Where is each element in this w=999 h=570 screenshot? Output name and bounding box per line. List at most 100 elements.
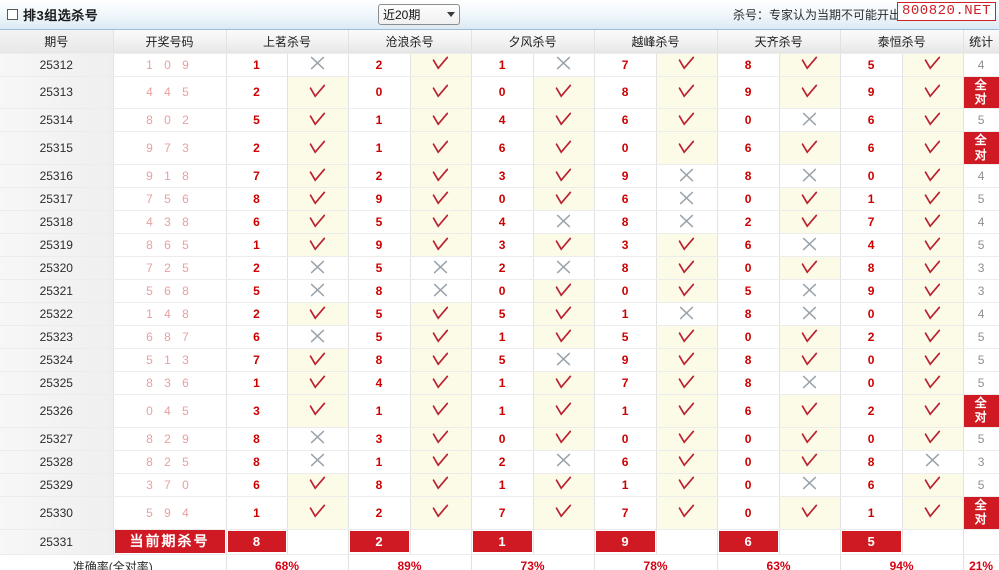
check-icon [432,453,449,468]
cell-kill-number: 1 [348,450,411,474]
column-header-expert-3[interactable]: 越峰杀号 [594,30,718,54]
cell-kill-number: 1 [594,394,657,428]
cross-icon [679,168,694,182]
cell-stat: 5 [963,348,999,373]
cell-result-mark [902,53,964,77]
cell-result-mark [410,256,472,281]
cell-kill-number: 0 [840,348,903,373]
cell-kill-number: 6 [226,473,288,497]
cell-result-mark [533,164,595,189]
check-icon [924,329,941,343]
cell-kill-number: 8 [594,210,657,235]
check-icon [432,430,449,445]
cell-result-mark [533,302,595,327]
cell-kill-number: 5 [471,348,534,373]
cell-kill-number: 5 [594,325,657,350]
cell-kill-number: 2 [226,256,288,281]
cell-kill-number: 8 [717,371,780,396]
status-badge: 全对 [963,395,999,427]
check-icon [432,56,449,70]
check-icon [924,214,941,228]
cell-stat: 全对 [963,496,999,530]
column-header-stat[interactable]: 统计 [963,30,999,54]
kill-number-note: 杀号：专家认为当期不可能开出的号码 [733,8,938,22]
cell-current-kill-number: 1 [471,529,534,555]
cell-result-mark [287,473,349,497]
check-icon [678,476,695,491]
cell-result-mark [287,108,349,133]
kill-number-table: 期号 开奖号码 上茗杀号 沧浪杀号 夕风杀号 越峰杀号 天齐杀号 泰恒杀号 统计… [0,30,999,570]
check-icon [801,453,818,468]
cell-draw-number: 6 8 7 [113,325,227,350]
cell-result-mark [410,279,472,304]
check-icon [678,504,695,518]
cell-result-mark [902,302,964,327]
cell-result-mark [902,496,964,530]
cell-stat: 3 [963,450,999,474]
cell-kill-number: 5 [348,302,411,327]
cell-draw-number: 3 7 0 [113,473,227,497]
status-badge: 全对 [963,132,999,165]
column-header-expert-0[interactable]: 上茗杀号 [226,30,349,54]
check-icon [432,402,449,417]
column-header-expert-4[interactable]: 天齐杀号 [717,30,841,54]
cross-icon [556,352,571,366]
column-header-expert-2[interactable]: 夕风杀号 [471,30,595,54]
check-icon [432,306,449,320]
check-icon [432,140,449,154]
cell-kill-number: 5 [226,108,288,133]
column-header-expert-1[interactable]: 沧浪杀号 [348,30,472,54]
column-header-expert-5[interactable]: 泰恒杀号 [840,30,964,54]
cell-kill-number: 2 [840,394,903,428]
check-icon [678,112,695,126]
cross-icon [433,283,448,297]
cell-kill-number: 6 [471,131,534,166]
checkbox-unchecked-icon[interactable] [7,9,18,20]
check-icon [678,260,695,274]
cell-kill-number: 7 [594,496,657,530]
cell-stat: 5 [963,233,999,258]
cell-period: 25315 [0,131,114,166]
cell-result-mark [287,496,349,530]
check-icon [924,375,941,389]
cell-result-mark [902,325,964,350]
cell-result-mark [656,187,718,212]
summary-value: 78% [594,554,718,570]
cell-kill-number: 5 [348,210,411,235]
check-icon [309,191,326,205]
cell-kill-number: 4 [471,108,534,133]
cell-result-mark [779,394,841,428]
cell-kill-number: 8 [594,256,657,281]
cell-kill-number: 1 [471,371,534,396]
cell-kill-number: 1 [594,302,657,327]
cell-result-mark [287,53,349,77]
cell-result-mark [779,302,841,327]
cell-kill-number: 4 [471,210,534,235]
current-kill-value: 1 [472,531,532,553]
cell-kill-number: 6 [840,108,903,133]
cell-draw-number: 8 2 9 [113,427,227,451]
check-icon [801,402,818,417]
check-icon [678,375,695,389]
current-kill-value: 6 [718,531,778,553]
period-filter-select[interactable]: 近20期 [378,4,460,25]
column-header-draw[interactable]: 开奖号码 [113,30,227,54]
summary-label: 准确率(全对率) [0,554,227,570]
column-header-period[interactable]: 期号 [0,30,114,54]
cell-result-mark [287,348,349,373]
cell-current-kill-number: 8 [226,529,288,555]
toolbar: 排3组选杀号 近20期 杀号：专家认为当期不可能开出的号码 800820.NET [0,0,999,30]
cell-result-mark [779,210,841,235]
cell-kill-number: 2 [226,131,288,166]
check-icon [924,112,941,126]
cell-current-kill-number: 6 [717,529,780,555]
cell-kill-number: 5 [471,302,534,327]
cell-kill-number: 0 [471,76,534,110]
cross-icon [802,375,817,389]
cell-result-mark [656,76,718,110]
page-title: 排3组选杀号 [23,8,99,23]
cell-kill-number: 8 [717,164,780,189]
cross-icon [679,306,694,320]
cell-result-mark [410,496,472,530]
